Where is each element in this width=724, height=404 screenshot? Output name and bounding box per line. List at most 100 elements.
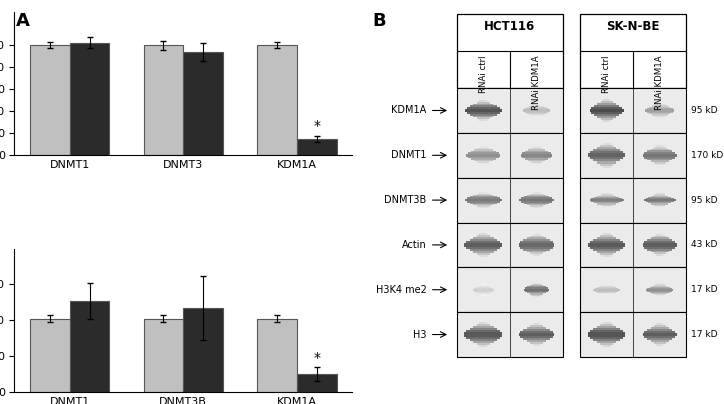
- Bar: [465, 199, 502, 200]
- Bar: [479, 101, 487, 102]
- Bar: [465, 243, 502, 245]
- Bar: [465, 109, 502, 110]
- Text: 95 kD: 95 kD: [691, 196, 718, 204]
- Bar: [525, 158, 548, 160]
- Bar: [590, 151, 623, 153]
- Bar: [474, 160, 492, 161]
- Bar: [597, 103, 616, 105]
- Bar: [595, 288, 618, 289]
- Bar: [593, 328, 620, 330]
- Text: RNAi ctrl: RNAi ctrl: [602, 56, 611, 93]
- Bar: [588, 155, 625, 157]
- Bar: [644, 331, 675, 332]
- Bar: [602, 322, 610, 324]
- Bar: [580, 14, 686, 88]
- Bar: [527, 113, 546, 114]
- Bar: [518, 243, 555, 245]
- Bar: [646, 289, 673, 290]
- Bar: [467, 198, 500, 199]
- Bar: [654, 204, 665, 206]
- Bar: [523, 109, 550, 110]
- Bar: [604, 284, 610, 285]
- Bar: [588, 243, 625, 245]
- Bar: [644, 337, 675, 338]
- Bar: [592, 198, 622, 199]
- Bar: [468, 152, 499, 154]
- Bar: [602, 233, 610, 235]
- Bar: [466, 337, 500, 339]
- Bar: [297, 139, 337, 156]
- Bar: [589, 109, 623, 110]
- Bar: [649, 286, 670, 288]
- Bar: [474, 291, 493, 292]
- Bar: [525, 112, 548, 113]
- Text: RNAi KDM1A: RNAi KDM1A: [655, 56, 665, 110]
- Bar: [533, 146, 540, 148]
- Bar: [480, 146, 487, 148]
- Bar: [533, 323, 540, 325]
- Bar: [530, 325, 543, 327]
- Text: SK-N-BE: SK-N-BE: [607, 20, 660, 33]
- Bar: [467, 112, 500, 114]
- Bar: [649, 292, 670, 293]
- Bar: [603, 206, 610, 207]
- Bar: [647, 329, 673, 331]
- Bar: [654, 236, 666, 238]
- Bar: [593, 339, 620, 341]
- Bar: [649, 107, 670, 108]
- Bar: [580, 88, 686, 133]
- Bar: [477, 117, 490, 119]
- Bar: [521, 337, 552, 338]
- Bar: [644, 157, 675, 159]
- Bar: [600, 164, 613, 166]
- Bar: [602, 293, 611, 295]
- Bar: [465, 245, 502, 247]
- Bar: [457, 312, 563, 357]
- Bar: [647, 150, 673, 152]
- Bar: [525, 287, 548, 288]
- Text: Actin: Actin: [402, 240, 426, 250]
- Bar: [532, 105, 542, 106]
- Text: 43 kD: 43 kD: [691, 240, 717, 249]
- Bar: [523, 110, 550, 112]
- Bar: [600, 235, 613, 237]
- Bar: [647, 159, 673, 160]
- Text: B: B: [373, 12, 387, 30]
- Bar: [654, 162, 666, 164]
- Bar: [652, 105, 668, 107]
- Bar: [594, 197, 619, 198]
- Bar: [477, 102, 490, 104]
- Bar: [465, 332, 502, 335]
- Bar: [597, 237, 617, 239]
- Bar: [643, 243, 677, 245]
- Bar: [521, 247, 552, 248]
- Bar: [521, 155, 552, 157]
- Bar: [476, 292, 491, 293]
- Bar: [643, 155, 677, 157]
- Bar: [183, 308, 223, 392]
- Bar: [471, 151, 496, 152]
- Bar: [527, 204, 546, 205]
- Bar: [589, 199, 623, 200]
- Bar: [595, 290, 618, 292]
- Bar: [654, 104, 665, 105]
- Bar: [602, 143, 610, 145]
- Bar: [534, 104, 539, 105]
- Bar: [523, 329, 550, 331]
- Bar: [470, 203, 497, 204]
- Bar: [651, 340, 669, 342]
- Text: 17 kD: 17 kD: [691, 285, 718, 294]
- Bar: [592, 107, 622, 109]
- Bar: [466, 241, 500, 243]
- Bar: [527, 195, 546, 196]
- Bar: [530, 285, 543, 286]
- Bar: [532, 115, 542, 116]
- Text: A: A: [16, 12, 30, 30]
- Bar: [521, 198, 552, 199]
- Bar: [525, 151, 548, 152]
- Bar: [529, 114, 544, 115]
- Bar: [597, 287, 616, 288]
- Bar: [647, 248, 673, 250]
- Bar: [527, 238, 546, 239]
- Bar: [465, 200, 502, 202]
